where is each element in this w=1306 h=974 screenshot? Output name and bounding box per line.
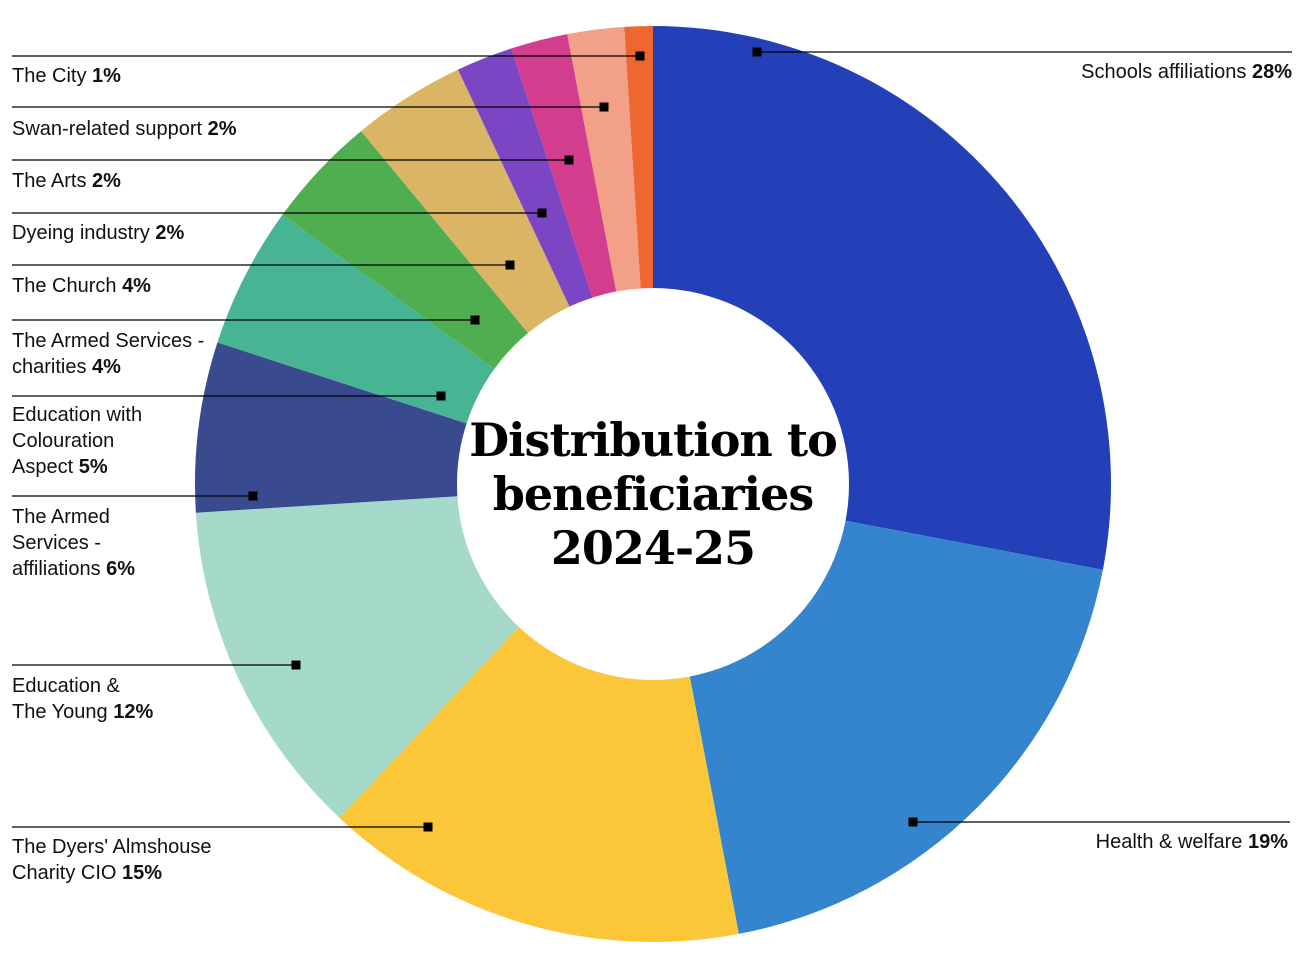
label-line: Aspect: [12, 456, 79, 478]
label-pct: 4%: [92, 356, 121, 378]
chart-title-line: beneficiaries: [493, 467, 814, 521]
leader-marker: [470, 315, 480, 325]
label-line: The Arts: [12, 170, 92, 192]
label-the-church: The Church 4%: [12, 275, 151, 297]
leader-marker: [908, 817, 918, 827]
leader-marker: [635, 51, 645, 61]
label-pct: 15%: [122, 862, 162, 884]
leader-marker: [248, 491, 258, 501]
label-line: Education &: [12, 675, 121, 697]
label-line: charities: [12, 356, 92, 378]
label-schools-affiliations: Schools affiliations 28%: [1081, 61, 1292, 83]
leader-marker: [291, 660, 301, 670]
leader-marker: [752, 47, 762, 57]
label-line: Charity CIO: [12, 862, 122, 884]
chart-title-line: 2024-25: [551, 521, 755, 575]
label-the-armed-services-affiliations: The Armed Services - affiliations 6%: [12, 506, 135, 580]
leader-marker: [564, 155, 574, 165]
label-the-dyers-almshouse-charity-cio: The Dyers' Almshouse Charity CIO 15%: [12, 836, 211, 884]
chart-title-line: Distribution to: [469, 413, 837, 467]
label-line: The Young: [12, 701, 113, 723]
label-the-arts: The Arts 2%: [12, 170, 121, 192]
label-pct: 28%: [1252, 61, 1292, 83]
label-line: The Armed Services -: [12, 330, 204, 352]
label-the-city: The City 1%: [12, 65, 121, 87]
label-line: The Church: [12, 275, 122, 297]
label-line: The Armed: [12, 506, 110, 528]
label-pct: 6%: [106, 558, 135, 580]
leader-marker: [423, 822, 433, 832]
label-pct: 2%: [155, 222, 184, 244]
label-swan-related-support: Swan-related support 2%: [12, 118, 237, 140]
label-pct: 2%: [92, 170, 121, 192]
label-line: affiliations: [12, 558, 106, 580]
label-line: The City: [12, 65, 92, 87]
label-pct: 12%: [113, 701, 153, 723]
label-the-armed-services-charities: The Armed Services - charities 4%: [12, 330, 204, 378]
label-pct: 19%: [1248, 831, 1288, 853]
label-line: Services -: [12, 532, 101, 554]
label-line: Schools affiliations: [1081, 61, 1252, 83]
label-line: Swan-related support: [12, 118, 208, 140]
label-pct: 1%: [92, 65, 121, 87]
leader-marker: [599, 102, 609, 112]
label-line: The Dyers' Almshouse: [12, 836, 211, 858]
label-dyeing-industry: Dyeing industry 2%: [12, 222, 185, 244]
label-line: Colouration: [12, 430, 114, 452]
leader-marker: [436, 391, 446, 401]
label-line: Education with: [12, 404, 142, 426]
leader-marker: [505, 260, 515, 270]
label-health-welfare: Health & welfare 19%: [1096, 831, 1289, 853]
label-line: Health & welfare: [1096, 831, 1248, 853]
labels: Schools affiliations 28% Health & welfare…: [12, 47, 1292, 884]
label-pct: 5%: [79, 456, 108, 478]
label-education-with-colouration-aspect: Education with Colouration Aspect 5%: [12, 404, 142, 478]
label-line: Dyeing industry: [12, 222, 155, 244]
donut-hole: [457, 288, 849, 680]
leader-marker: [537, 208, 547, 218]
label-education-the-young: Education & The Young 12%: [12, 675, 153, 723]
label-pct: 2%: [208, 118, 237, 140]
label-pct: 4%: [122, 275, 151, 297]
